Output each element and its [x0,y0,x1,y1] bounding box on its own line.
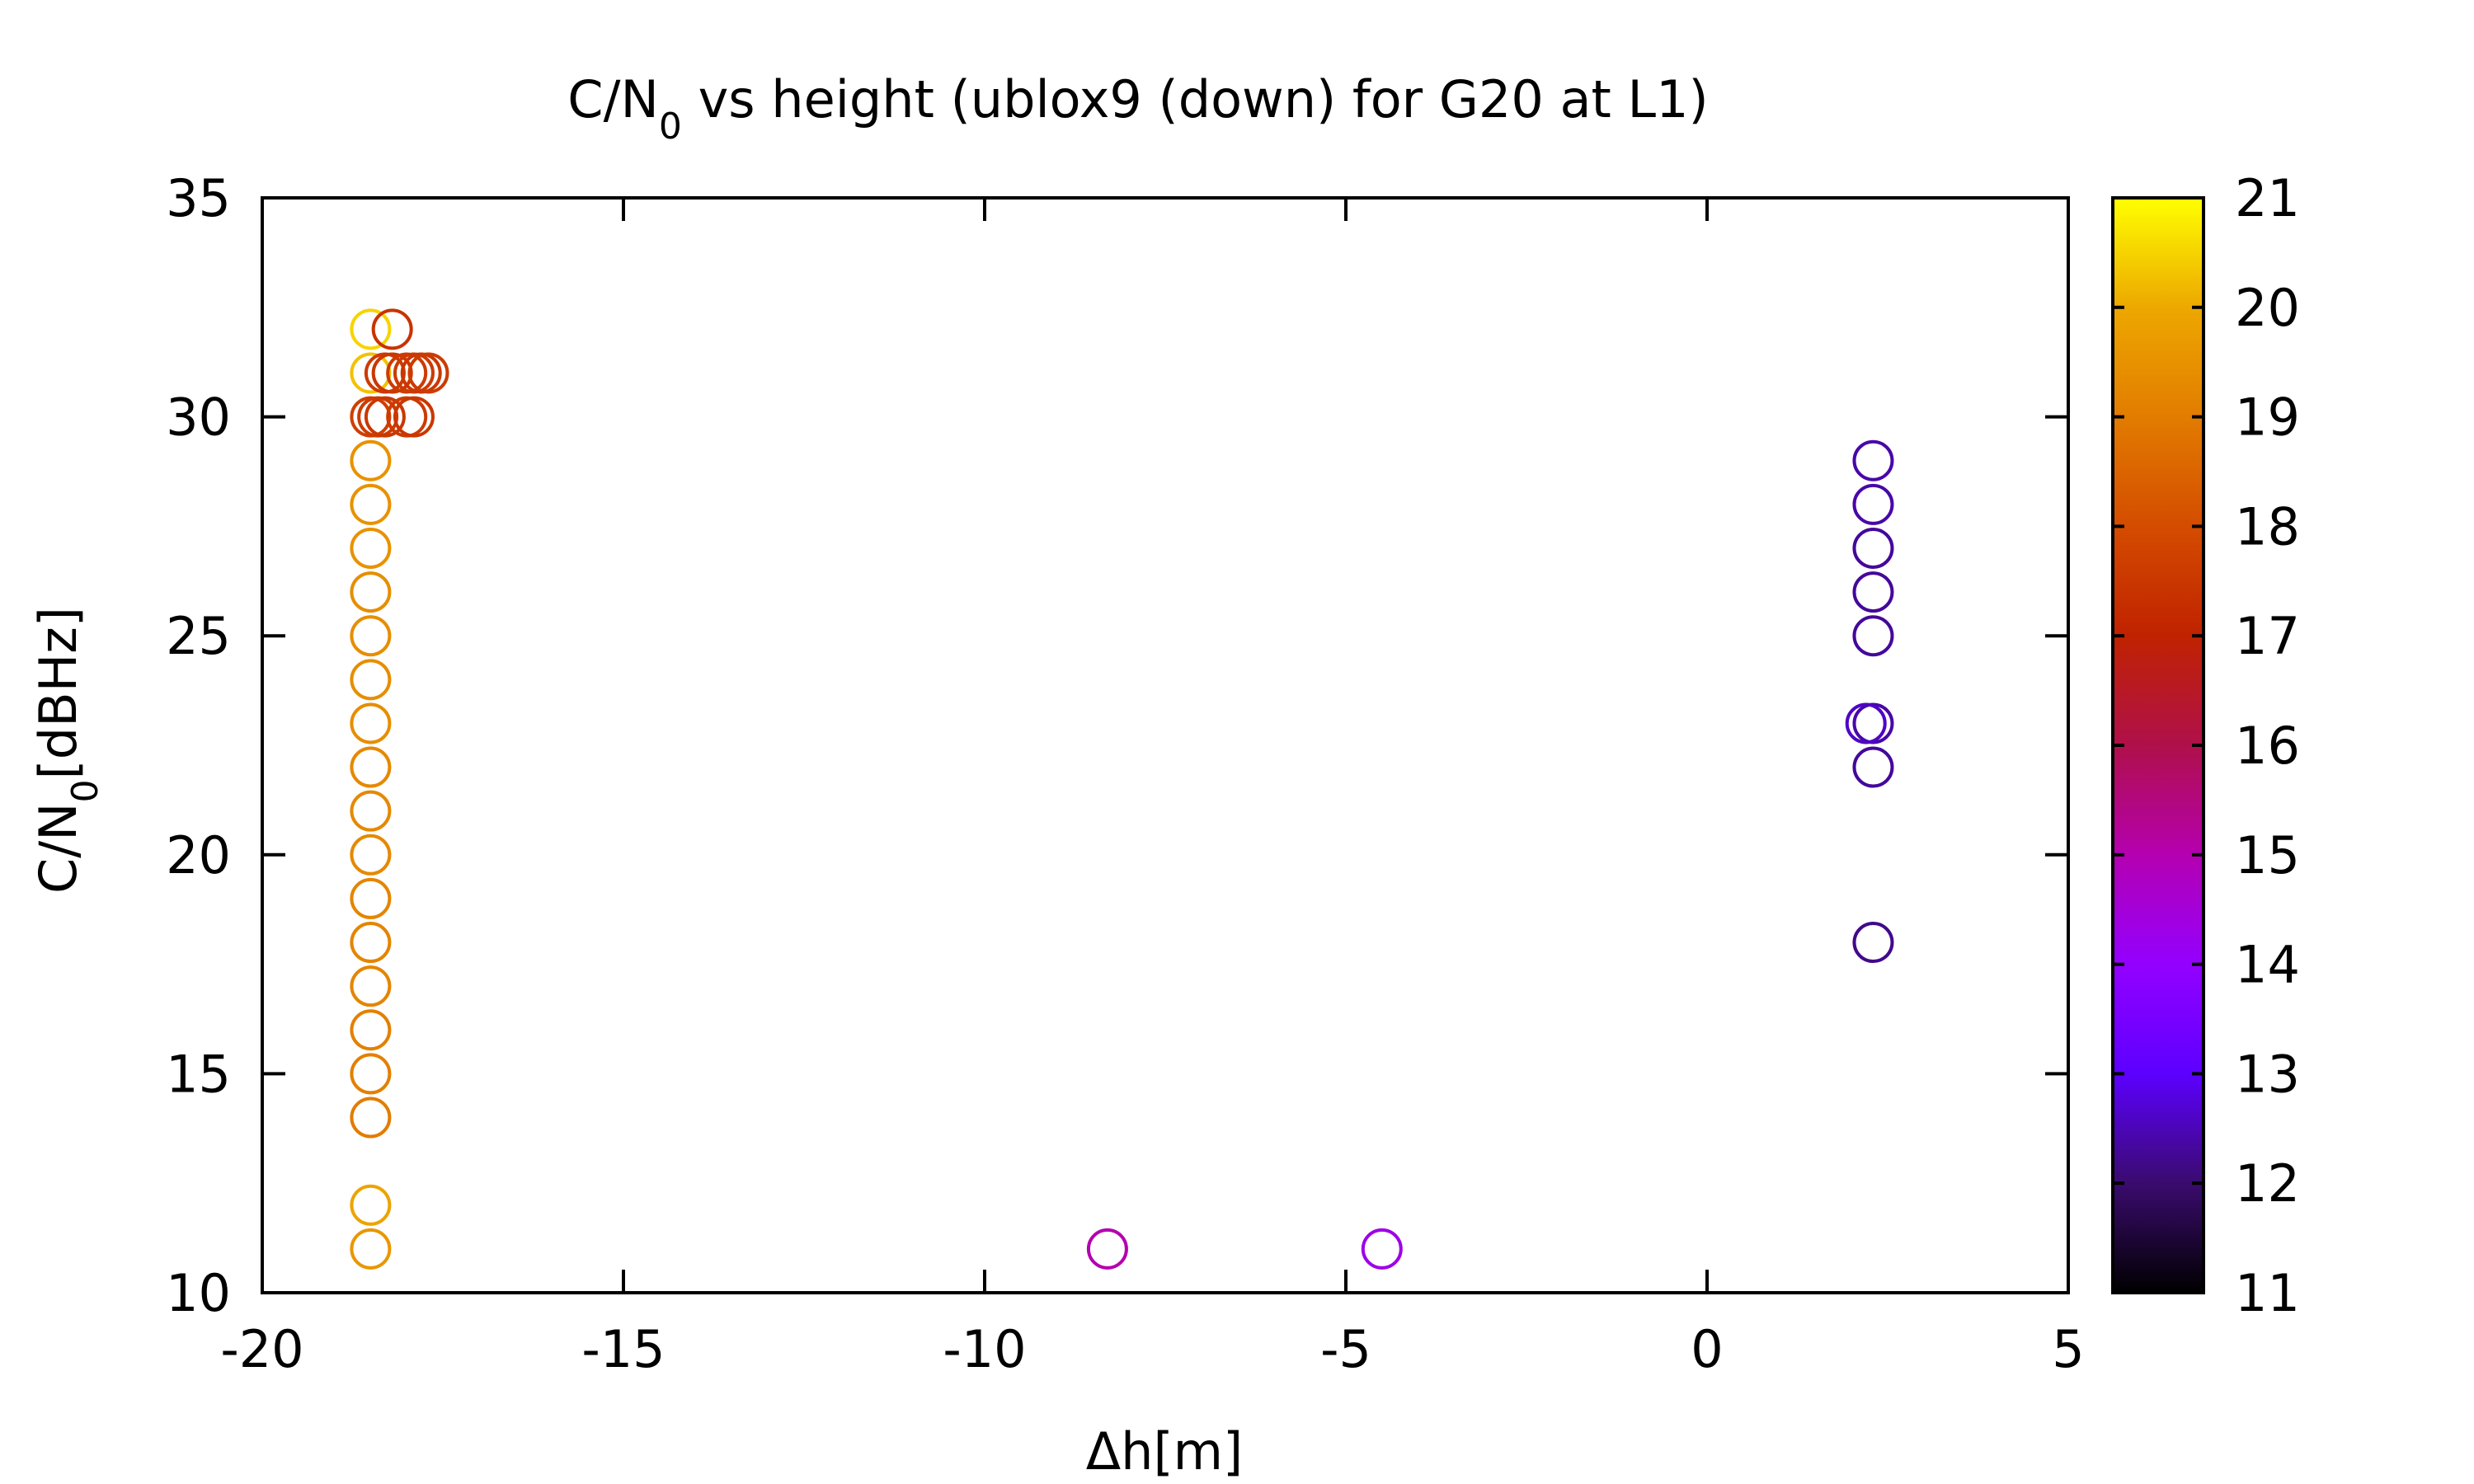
chart-title-suffix: vs height (ublox9 (down) for G20 at L1) [682,69,1709,129]
chart-title-subscript: 0 [659,106,682,148]
data-point [350,1184,392,1226]
x-tick-label: -15 [581,1319,665,1379]
colorbar-tick-label: 18 [2235,496,2300,556]
colorbar [2111,196,2205,1294]
colorbar-tick-label: 17 [2235,606,2300,666]
data-point [350,790,392,832]
y-tick-label: 15 [166,1044,231,1104]
x-tick-label: 5 [2052,1319,2084,1379]
y-axis-label-prefix: C/N [28,802,88,894]
data-point [1852,527,1894,569]
data-point [350,483,392,525]
data-point [350,571,392,613]
data-point [1852,922,1894,964]
colorbar-tick-label: 21 [2235,168,2300,228]
data-point [1852,746,1894,788]
data-point [350,1009,392,1051]
data-point [1852,615,1894,657]
data-point [1852,439,1894,481]
data-point [371,352,413,394]
data-point [350,615,392,657]
x-tick-label: -20 [220,1319,303,1379]
colorbar-tick-label: 14 [2235,935,2300,995]
data-point [350,527,392,569]
y-tick-label: 10 [166,1263,231,1323]
chart-title: C/N0 vs height (ublox9 (down) for G20 at… [567,69,1708,148]
colorbar-tick-label: 20 [2235,278,2300,338]
data-point [350,834,392,876]
data-point [350,1097,392,1139]
colorbar-tick-label: 11 [2235,1263,2300,1323]
colorbar-tick-label: 13 [2235,1044,2300,1104]
data-point [1852,483,1894,525]
y-tick-label: 25 [166,606,231,666]
x-tick-label: -5 [1320,1319,1371,1379]
data-point [371,308,413,350]
colorbar-ticks: 11 12 13 14 15 16 17 18 19 20 21 [2113,168,2300,1323]
colorbar-tick-label: 12 [2235,1153,2300,1214]
y-axis-label-subscript: 0 [64,779,106,802]
data-point [350,439,392,481]
data-point [350,659,392,701]
data-point [350,746,392,788]
axis-ticks: -20 -15 -10 -5 0 5 10 15 20 25 30 35 [166,168,2085,1379]
x-tick-label: -10 [943,1319,1026,1379]
y-tick-label: 35 [166,168,231,228]
data-points [350,308,1894,1270]
colorbar-tick-label: 15 [2235,825,2300,885]
data-point [350,1228,392,1270]
x-axis-label: Δh[m] [1086,1421,1243,1482]
colorbar-tick-label: 19 [2235,387,2300,448]
data-point [393,396,435,438]
data-point [1361,1228,1403,1270]
y-tick-label: 30 [166,387,231,448]
data-point [407,352,449,394]
data-point [350,702,392,744]
data-point [350,1053,392,1095]
x-tick-label: 0 [1691,1319,1723,1379]
chart-title-prefix: C/N [567,69,659,129]
plot-frame [261,196,2070,1294]
data-point [350,352,392,394]
colorbar-tick-label: 16 [2235,716,2300,776]
y-axis-label: C/N0[dBHz] [28,607,106,894]
data-point [350,877,392,919]
data-point [1845,702,1887,744]
data-point [350,965,392,1007]
data-point [364,396,406,438]
data-point [350,922,392,964]
data-point [1852,571,1894,613]
data-point [350,308,392,350]
y-tick-label: 20 [166,825,231,885]
data-point [1086,1228,1128,1270]
y-axis-label-suffix: [dBHz] [28,607,88,779]
